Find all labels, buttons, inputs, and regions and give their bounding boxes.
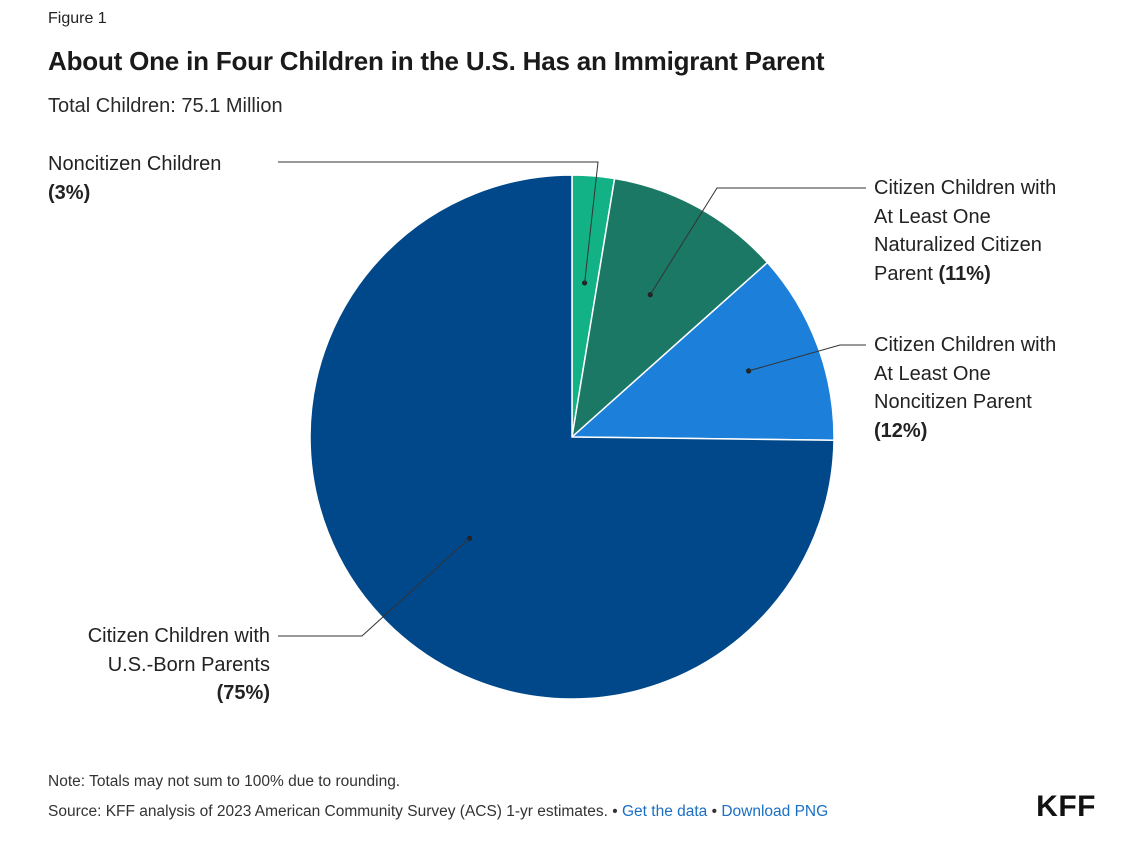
slice-label-text: U.S.-Born Parents [107,653,270,676]
slice-label-text: Noncitizen Parent [874,391,1032,413]
pie-slice-3 [309,174,835,700]
kff-logo: KFF [1036,790,1096,823]
chart-note: Note: Totals may not sum to 100% due to … [48,773,401,790]
download-png-link[interactable]: Download PNG [721,803,829,820]
leader-line-0 [278,161,599,283]
slice-label-percent: (3%) [48,181,91,204]
pie-slices [309,174,835,700]
pie-chart [278,161,866,700]
slice-label-percent: (75%) [216,682,270,704]
leader-lines [278,161,866,637]
pie-slice-2 [570,261,835,442]
leader-line-1 [649,187,866,295]
get-data-link[interactable]: Get the data [621,803,708,820]
source-text: Source: KFF analysis of 2023 American Co… [48,803,608,820]
leader-line-2 [748,344,866,372]
slice-label-text: Citizen Children with [874,177,1057,199]
pie-slice-1 [570,177,769,439]
slice-label-text: Noncitizen Children [48,153,222,175]
chart-subtitle: Total Children: 75.1 Million [48,95,283,117]
slice-label-text: Citizen Children with [874,334,1057,356]
slice-label-naturalized-citizen-parent: Citizen Children with At Least One Natur… [874,174,1056,288]
slice-label-us-born-parents: Citizen Children with U.S.-Born Parents … [88,622,270,708]
slice-label-noncitizen-children: Noncitizen Children (3%) [48,150,221,207]
slice-label-text: At Least One [874,205,991,228]
separator: • [612,803,618,820]
slice-label-text: Parent [874,262,933,285]
slice-label-text: Naturalized Citizen [874,234,1042,256]
chart-source: Source: KFF analysis of 2023 American Co… [48,803,828,821]
separator: • [711,803,718,820]
slice-label-percent: (11%) [938,262,991,285]
figure-label: Figure 1 [48,10,107,27]
slice-label-percent: (12%) [874,419,928,442]
slice-label-noncitizen-parent: Citizen Children with At Least One Nonci… [874,331,1056,445]
leader-line-3 [278,537,470,637]
slice-label-text: Citizen Children with [87,625,270,647]
slice-label-text: At Least One [874,362,991,385]
chart-title: About One in Four Children in the U.S. H… [48,46,825,76]
